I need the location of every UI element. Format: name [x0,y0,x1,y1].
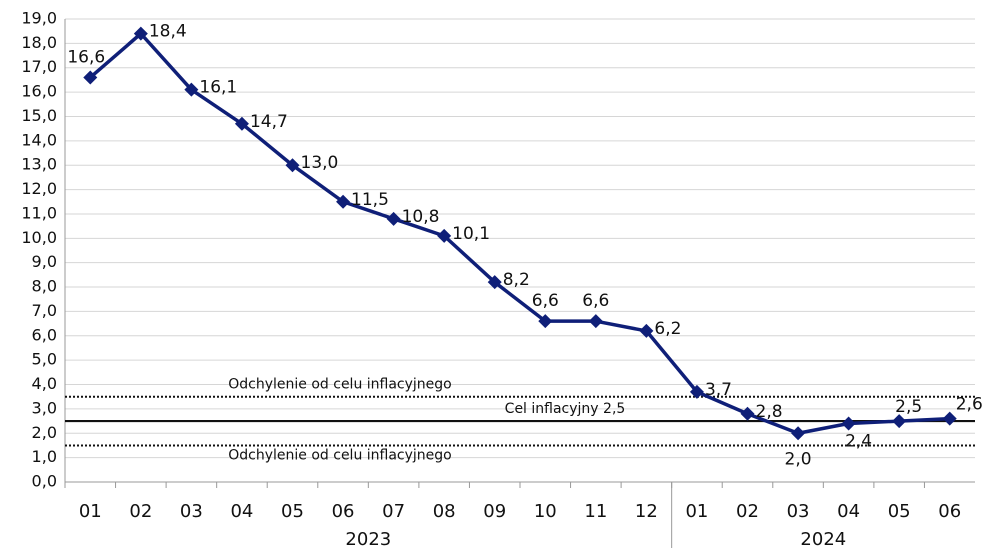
x-tick-label: 05 [281,501,304,522]
x-tick-label: 07 [382,501,405,522]
group-label: 2023 [345,529,391,550]
marker [639,323,654,338]
y-tick-label: 12,0 [21,179,57,198]
data-label: 8,2 [503,270,530,290]
data-label: 13,0 [301,153,339,173]
y-tick-label: 19,0 [21,9,57,28]
y-tick-label: 4,0 [32,374,57,393]
data-label: 3,7 [705,380,732,400]
x-tick-label: 11 [584,501,607,522]
marker [942,411,957,426]
marker [184,82,199,97]
data-label: 18,4 [149,22,187,42]
data-label: 2,0 [785,449,812,469]
y-tick-label: 15,0 [21,106,57,125]
x-tick-label: 04 [230,501,253,522]
y-tick-label: 2,0 [32,423,57,442]
y-tick-label: 6,0 [32,325,57,344]
y-tick-label: 17,0 [21,57,57,76]
marker [285,158,300,173]
marker [791,426,806,441]
y-tick-label: 0,0 [32,472,57,491]
data-label: 10,1 [452,224,490,244]
marker [487,275,502,290]
y-tick-label: 18,0 [21,33,57,52]
x-tick-label: 09 [483,501,506,522]
x-tick-label: 02 [736,501,759,522]
reference-label: Odchylenie od celu inflacyjnego [228,377,452,393]
x-tick-label: 08 [433,501,456,522]
marker [336,194,351,209]
marker [437,228,452,243]
marker [841,416,856,431]
marker [234,116,249,131]
x-tick-label: 01 [79,501,102,522]
y-tick-label: 8,0 [32,277,57,296]
marker [133,26,148,41]
y-tick-label: 5,0 [32,350,57,369]
data-label: 6,6 [582,291,609,311]
x-tick-label: 06 [938,501,961,522]
data-label: 14,7 [250,112,288,132]
data-label: 6,6 [532,291,559,311]
x-tick-label: 01 [685,501,708,522]
y-tick-label: 14,0 [21,130,57,149]
x-tick-label: 12 [635,501,658,522]
line [89,31,950,436]
y-tick-label: 11,0 [21,203,57,222]
y-tick-label: 16,0 [21,82,57,101]
y-tick-label: 10,0 [21,228,57,247]
marker [83,70,98,85]
marker [538,314,553,329]
y-tick-label: 7,0 [32,301,57,320]
data-label: 16,1 [199,78,237,98]
data-label: 2,5 [895,397,922,417]
y-tick-label: 3,0 [32,398,57,417]
data-label: 6,2 [654,319,681,339]
group-label: 2024 [800,529,846,550]
x-tick-label: 04 [837,501,860,522]
marker [892,414,907,429]
reference-label: Odchylenie od celu inflacyjnego [228,447,452,463]
data-label: 11,5 [351,190,389,210]
x-tick-label: 03 [180,501,203,522]
data-label: 2,8 [756,402,783,422]
data-label: 10,8 [402,207,440,227]
x-tick-label: 03 [787,501,810,522]
marker [386,211,401,226]
marker [588,314,603,329]
data-label: 16,6 [67,47,105,67]
y-tick-label: 13,0 [21,155,57,174]
data-label: 2,4 [845,432,872,452]
reference-label: Cel inflacyjny 2,5 [505,401,626,417]
x-tick-label: 02 [129,501,152,522]
x-tick-label: 06 [332,501,355,522]
marker [740,406,755,421]
x-tick-label: 05 [888,501,911,522]
y-tick-label: 9,0 [32,252,57,271]
y-tick-label: 1,0 [32,447,57,466]
marker [689,384,704,399]
data-label: 2,6 [956,395,983,415]
x-tick-label: 10 [534,501,557,522]
